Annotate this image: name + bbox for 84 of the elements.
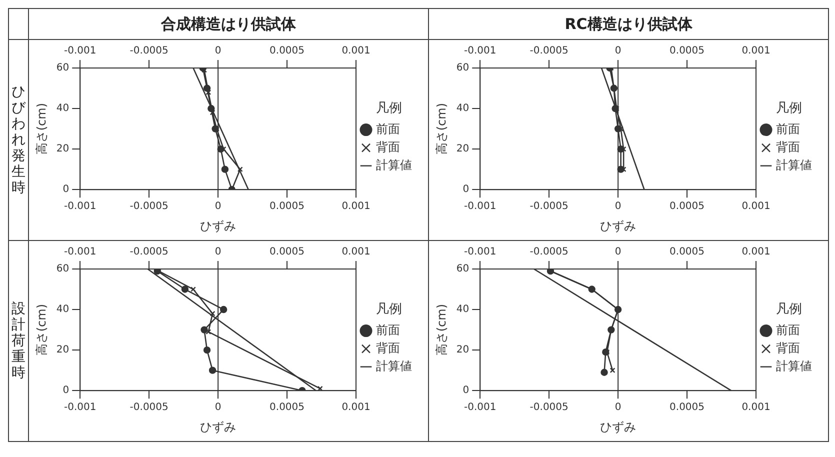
x2-tick-label: -0.001 (64, 402, 96, 414)
x2-tick-label: 0 (614, 402, 622, 414)
x-tick-label: -0.0005 (530, 246, 568, 258)
x-axis-title: ひずみ (600, 218, 636, 233)
legend-title: 凡例 (376, 101, 402, 116)
y-tick-label: 60 (456, 264, 470, 275)
legend-label: 前面 (776, 122, 800, 136)
x-tick-label: 0.0005 (270, 246, 305, 258)
x-tick-label: -0.001 (464, 246, 496, 258)
x-axis-title: ひずみ (200, 218, 236, 233)
x-tick-label: -0.0005 (130, 46, 168, 57)
x-tick-label: 0.001 (342, 46, 370, 57)
y-axis-title: 高さ(cm) (434, 304, 448, 356)
y-tick-label: 40 (456, 103, 470, 114)
x2-tick-label: 0.0005 (270, 201, 305, 212)
y-tick-label: 0 (62, 184, 70, 196)
x-tick-label: 0.001 (742, 46, 770, 57)
x-axis-title: ひずみ (600, 420, 636, 434)
x2-tick-label: 0 (614, 201, 622, 212)
y-tick-label: 60 (456, 62, 470, 74)
legend-title: 凡例 (776, 101, 802, 116)
y-tick-label: 20 (456, 144, 470, 155)
y-tick-label: 60 (56, 264, 70, 275)
chart-title: 合成構造はり供試体 (28, 8, 428, 40)
x2-tick-label: -0.001 (464, 402, 496, 414)
y-tick-label: 20 (56, 344, 70, 356)
y-tick-label: 40 (456, 304, 470, 316)
x-tick-label: -0.001 (64, 46, 96, 57)
row-header-cell: ひびわれ発生時 (8, 40, 28, 240)
y-tick-label: 20 (56, 144, 70, 155)
y-tick-label: 0 (462, 385, 470, 396)
y-tick-label: 0 (62, 385, 70, 396)
x2-tick-label: -0.0005 (130, 402, 168, 414)
x-tick-label: -0.001 (464, 46, 496, 57)
x2-tick-label: 0.001 (342, 402, 370, 414)
x2-tick-label: 0 (214, 201, 222, 212)
legend-label: 計算値 (376, 158, 412, 172)
x-tick-label: 0 (614, 246, 622, 258)
y-axis-title: 高さ(cm) (34, 304, 48, 356)
legend-label: 前面 (376, 122, 400, 136)
x2-tick-label: 0 (214, 402, 222, 414)
legend-label: 計算値 (376, 358, 412, 373)
x2-tick-label: 0.0005 (670, 402, 705, 414)
y-axis-title: 高さ(cm) (34, 102, 48, 155)
legend-label: 前面 (776, 322, 800, 337)
legend-label: 前面 (376, 322, 400, 337)
x2-tick-label: -0.001 (464, 201, 496, 212)
legend-title: 凡例 (776, 302, 802, 318)
y-tick-label: 60 (56, 62, 70, 74)
x-tick-label: 0.001 (342, 246, 370, 258)
y-tick-label: 0 (462, 184, 470, 196)
legend-label: 計算値 (776, 158, 812, 172)
x2-tick-label: 0.001 (342, 201, 370, 212)
x-tick-label: 0.0005 (670, 46, 705, 57)
x2-tick-label: -0.0005 (530, 201, 568, 212)
x-tick-label: 0 (214, 246, 222, 258)
x2-tick-label: 0.0005 (270, 402, 305, 414)
x2-tick-label: 0.001 (742, 201, 770, 212)
x2-tick-label: 0.001 (742, 402, 770, 414)
row-header-cell: 設計荷重時 (8, 240, 28, 442)
chart-title: RC構造はり供試体 (428, 8, 828, 40)
legend-label: 計算値 (776, 358, 812, 373)
legend-label: 背面 (776, 340, 800, 355)
legend-title: 凡例 (376, 302, 402, 318)
x2-tick-label: 0.0005 (670, 201, 705, 212)
y-tick-label: 20 (456, 344, 470, 356)
x-tick-label: -0.0005 (130, 246, 168, 258)
x-tick-label: -0.0005 (530, 46, 568, 57)
x-tick-label: -0.001 (64, 246, 96, 258)
x2-tick-label: -0.001 (64, 201, 96, 212)
x-tick-label: 0 (614, 46, 622, 57)
x-tick-label: 0.0005 (270, 46, 305, 57)
legend-label: 背面 (776, 140, 800, 154)
legend-label: 背面 (376, 340, 400, 355)
y-axis-title: 高さ(cm) (434, 102, 448, 155)
legend-label: 背面 (376, 140, 400, 154)
x-tick-label: 0.0005 (670, 246, 705, 258)
x2-tick-label: -0.0005 (130, 201, 168, 212)
x-tick-label: 0.001 (742, 246, 770, 258)
y-tick-label: 40 (56, 103, 70, 114)
y-tick-label: 40 (56, 304, 70, 316)
x-axis-title: ひずみ (200, 420, 236, 434)
x2-tick-label: -0.0005 (530, 402, 568, 414)
x-tick-label: 0 (214, 46, 222, 57)
